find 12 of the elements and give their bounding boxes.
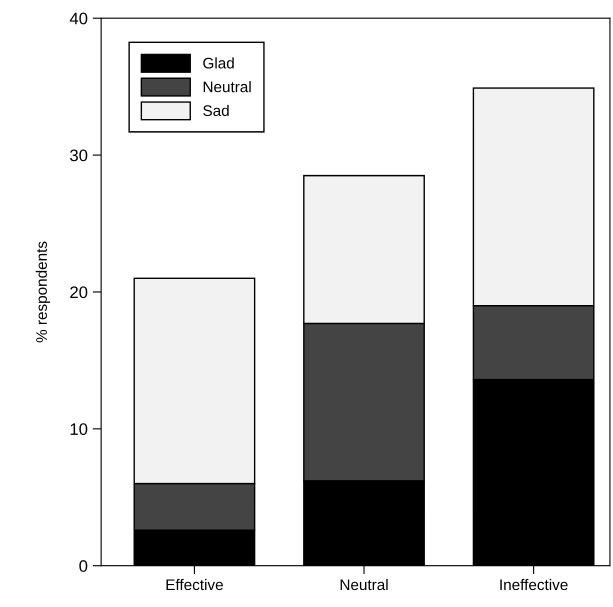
y-axis-title: % respondents bbox=[36, 242, 50, 342]
legend-label: Neutral bbox=[204, 81, 251, 92]
x-tick-label: Neutral bbox=[340, 578, 388, 590]
y-tick-label: 10 bbox=[70, 423, 88, 436]
legend-label: Sad bbox=[203, 104, 229, 116]
x-tick-label: Ineffective bbox=[500, 578, 568, 590]
y-tick-label: 20 bbox=[70, 286, 88, 298]
y-tick-label: 0 bbox=[79, 560, 88, 572]
legend-label: Glad bbox=[203, 57, 234, 69]
y-tick-label: 40 bbox=[70, 12, 88, 24]
y-tick-label: 30 bbox=[70, 149, 88, 162]
x-tick-label: Effective bbox=[166, 578, 223, 590]
